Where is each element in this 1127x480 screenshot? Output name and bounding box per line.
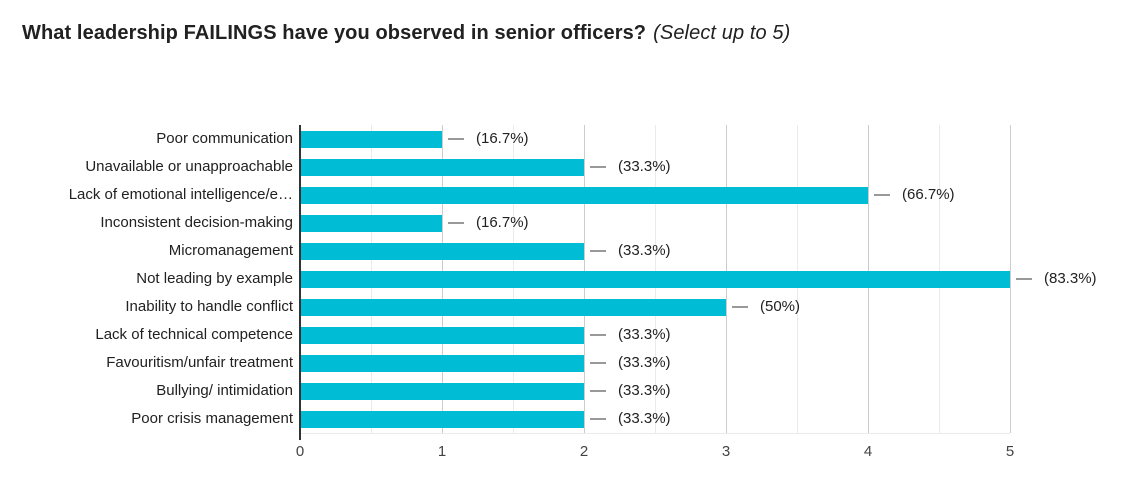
category-label: Not leading by example: [136, 270, 293, 287]
leader-line: [1016, 278, 1032, 280]
y-axis-baseline: [299, 125, 301, 440]
leader-line: [590, 362, 606, 364]
bar: [301, 187, 868, 204]
leader-line: [590, 334, 606, 336]
bar: [301, 131, 442, 148]
category-label: Lack of emotional intelligence/e…: [68, 186, 293, 203]
percent-label: (50%): [760, 298, 801, 315]
bar: [301, 215, 442, 232]
bar: [301, 243, 584, 260]
category-label: Micromanagement: [168, 242, 293, 259]
x-tick-label: 3: [721, 443, 731, 460]
leader-line: [448, 138, 464, 140]
chart-title: What leadership FAILINGS have you observ…: [22, 22, 790, 45]
percent-label: (16.7%): [476, 214, 529, 231]
bar: [301, 383, 584, 400]
percent-label: (33.3%): [618, 410, 671, 427]
leader-line: [590, 390, 606, 392]
x-tick-label: 1: [437, 443, 447, 460]
bar: [301, 271, 1010, 288]
category-label: Poor communication: [156, 130, 293, 147]
x-tick-label: 4: [863, 443, 873, 460]
category-label: Inability to handle conflict: [125, 298, 293, 315]
leader-line: [732, 306, 748, 308]
percent-label: (33.3%): [618, 242, 671, 259]
bar: [301, 299, 726, 316]
category-label: Unavailable or unapproachable: [85, 158, 293, 175]
leader-line: [874, 194, 890, 196]
chart-title-main: What leadership FAILINGS have you observ…: [22, 22, 647, 44]
leader-line: [590, 418, 606, 420]
category-label: Bullying/ intimidation: [156, 382, 293, 399]
category-label: Poor crisis management: [131, 410, 293, 427]
x-tick-label: 5: [1005, 443, 1015, 460]
x-tick-label: 0: [295, 443, 305, 460]
x-tick-label: 2: [579, 443, 589, 460]
bar: [301, 159, 584, 176]
percent-label: (16.7%): [476, 130, 529, 147]
leader-line: [590, 166, 606, 168]
bar: [301, 411, 584, 428]
leader-line: [448, 222, 464, 224]
leader-line: [590, 250, 606, 252]
category-label: Lack of technical competence: [95, 326, 293, 343]
plot-bottom-edge: [300, 433, 1010, 434]
percent-label: (83.3%): [1044, 270, 1097, 287]
bar: [301, 327, 584, 344]
bar: [301, 355, 584, 372]
percent-label: (33.3%): [618, 382, 671, 399]
category-label: Favouritism/unfair treatment: [106, 354, 293, 371]
category-label: Inconsistent decision-making: [100, 214, 293, 231]
chart-title-suffix: (Select up to 5): [653, 22, 791, 44]
percent-label: (66.7%): [902, 186, 955, 203]
major-gridline: [1010, 125, 1011, 433]
percent-label: (33.3%): [618, 354, 671, 371]
percent-label: (33.3%): [618, 326, 671, 343]
percent-label: (33.3%): [618, 158, 671, 175]
